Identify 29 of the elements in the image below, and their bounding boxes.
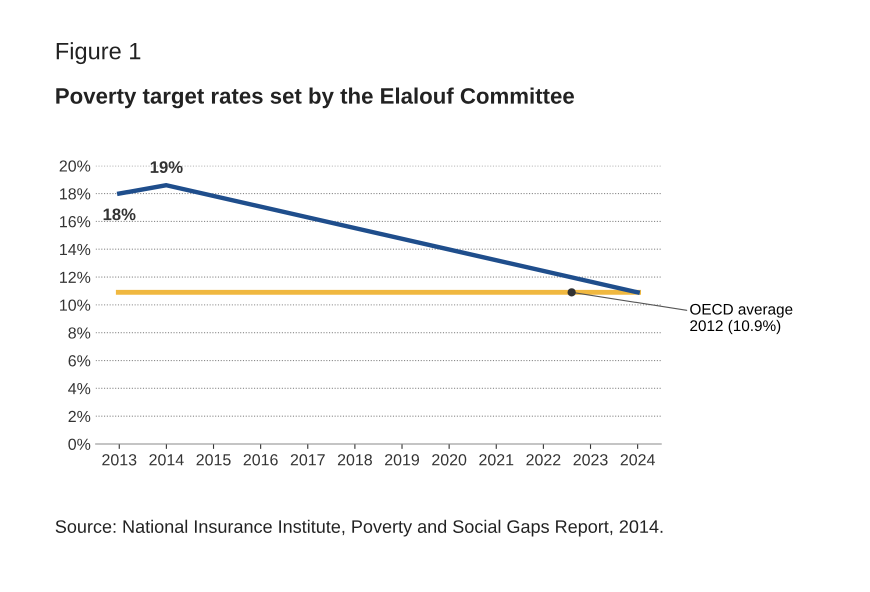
chart-subtitle: Poverty target rates set by the Elalouf Committee [56,87,574,108]
y-tick-label: 14% [60,244,90,256]
x-tick-label: 2024 [620,454,655,466]
y-tick-label: 4% [68,383,90,394]
annotation: OECD average 2012 (10.9%) [690,304,792,334]
source-note: Source: National Insurance Institute, Poverty and Social Gaps Report, 2014. [56,520,662,537]
x-tick-label: 2022 [526,454,560,466]
x-tick-label: 2016 [244,454,278,466]
x-tick-label: 2020 [432,454,466,466]
y-tick-label: 6% [68,355,90,366]
y-tick-label: 16% [60,216,90,228]
y-tick-label: 12% [60,272,90,283]
y-tick-label: 0% [68,438,90,450]
x-tick-label: 2018 [338,454,372,466]
y-tick-label: 18% [60,188,90,200]
y-tick-label: 10% [60,300,90,311]
data-label: 18% [104,208,136,220]
x-tick-label: 2015 [196,454,231,466]
y-tick-label: 8% [68,327,90,339]
y-tick-label: 20% [60,160,90,172]
x-tick-label: 2019 [385,454,420,466]
x-tick-label: 2013 [102,454,136,466]
x-tick-label: 2023 [574,454,608,466]
x-tick-label: 2021 [479,454,514,466]
x-tick-label: 2017 [290,454,325,466]
data-label: 19% [150,161,183,174]
chart-title: Figure 1 [56,42,140,64]
y-tick-label: 2% [68,410,90,422]
x-tick-label: 2014 [149,454,184,466]
